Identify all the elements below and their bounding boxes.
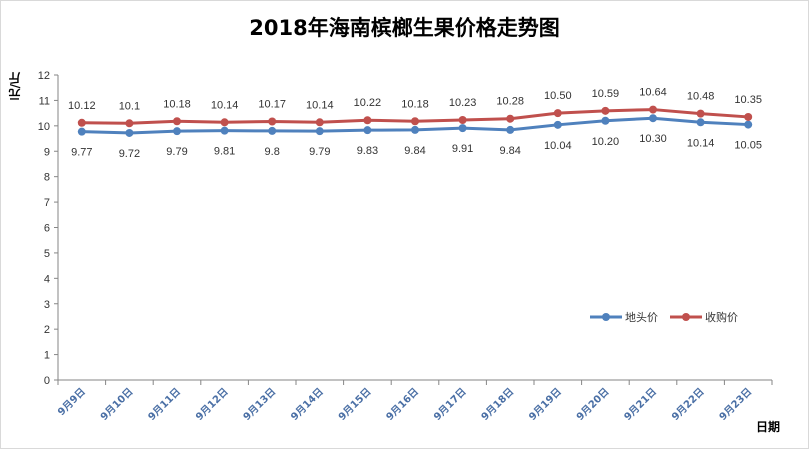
series-1-data-label: 10.12	[68, 100, 96, 112]
series-0-point	[173, 127, 181, 136]
series-0-data-label: 9.72	[119, 148, 140, 160]
chart-title: 2018年海南槟榔生果价格走势图	[249, 16, 560, 40]
y-tick-label: 6	[44, 223, 50, 235]
x-tick-label: 9月12日	[193, 386, 230, 423]
y-tick-label: 7	[44, 197, 50, 209]
x-tick-label: 9月18日	[479, 386, 516, 423]
x-tick-label: 9月15日	[336, 386, 373, 423]
series-0-point	[649, 114, 657, 123]
series-1-point	[125, 119, 134, 128]
y-tick-label: 0	[44, 375, 50, 387]
series-1-point	[268, 117, 277, 126]
series-0-data-label: 9.79	[166, 146, 187, 158]
series-0-point	[553, 120, 562, 129]
series-1-data-label: 10.1	[119, 100, 140, 112]
series-0-data-label: 9.84	[499, 145, 520, 157]
x-tick-label: 9月20日	[574, 386, 611, 423]
series-0-data-label: 9.81	[214, 146, 235, 158]
x-tick-label: 9月17日	[431, 386, 468, 423]
series-1-data-label: 10.48	[687, 91, 715, 103]
series-0-point	[458, 124, 467, 133]
series-0-data-label: 10.20	[592, 136, 620, 148]
y-tick-label: 8	[44, 172, 50, 184]
series-0-data-label: 10.30	[639, 133, 667, 145]
series-0-point	[77, 127, 86, 136]
series-1-point	[411, 117, 419, 126]
x-tick-label: 9月10日	[98, 386, 135, 423]
series-1-point	[315, 118, 324, 127]
series-1-data-label: 10.23	[449, 97, 477, 109]
x-tick-label: 9月22日	[669, 386, 706, 423]
series-0-data-label: 9.79	[309, 146, 330, 158]
series-0-point	[315, 127, 324, 136]
series-1-data-label: 10.18	[163, 98, 191, 110]
x-tick-label: 9月19日	[527, 386, 564, 423]
y-tick-label: 1	[44, 350, 50, 362]
y-tick-label: 11	[39, 95, 50, 107]
legend-label-1: 收购价	[705, 310, 738, 324]
y-tick-label: 9	[44, 146, 50, 158]
series-1-data-label: 10.35	[734, 94, 762, 106]
y-tick-label: 3	[44, 299, 50, 311]
series-0-data-label: 9.77	[71, 147, 92, 159]
y-tick-label: 4	[44, 273, 50, 285]
series-1-point	[553, 109, 562, 118]
series-1-data-label: 10.14	[211, 99, 239, 111]
series-1-data-label: 10.22	[354, 97, 382, 109]
y-tick-label: 12	[38, 70, 50, 82]
series-0-data-label: 10.04	[544, 140, 572, 152]
series-0-point	[601, 116, 610, 125]
series-0-data-label: 9.91	[452, 143, 473, 155]
y-tick-label: 5	[44, 248, 50, 260]
x-tick-label: 9月13日	[241, 386, 278, 423]
series-0-point	[506, 125, 515, 134]
series-0-point	[125, 128, 134, 137]
series-0-point	[411, 125, 419, 134]
series-1-data-label: 10.14	[306, 99, 334, 111]
series-0-data-label: 9.84	[404, 145, 425, 157]
series-0-data-label: 10.14	[687, 137, 715, 149]
series-0-point	[363, 126, 372, 135]
series-0-point	[220, 126, 229, 135]
series-1-data-label: 10.28	[496, 96, 524, 108]
series-1-point	[220, 118, 229, 127]
series-1-point	[458, 115, 467, 124]
x-tick-label: 9月16日	[384, 386, 421, 423]
x-tick-label: 9月23日	[717, 386, 754, 423]
series-1-data-label: 10.50	[544, 90, 572, 102]
series-1-point	[696, 109, 705, 118]
x-axis-label: 日期	[756, 420, 781, 434]
x-tick-label: 9月11日	[146, 386, 183, 423]
series-1-point	[173, 117, 181, 126]
series-0-point	[696, 118, 705, 127]
series-1-data-label: 10.64	[639, 87, 667, 99]
series-1-point	[363, 116, 372, 125]
x-tick-label: 9月14日	[289, 386, 326, 423]
legend-marker-0	[602, 313, 610, 321]
series-0-data-label: 10.05	[734, 140, 762, 152]
series-1-point	[77, 118, 86, 127]
series-0-point	[744, 120, 753, 129]
series-1-data-label: 10.59	[592, 88, 620, 100]
x-tick-label: 9月21日	[622, 386, 659, 423]
series-1-point	[744, 112, 753, 121]
series-0-point	[268, 126, 277, 135]
series-1-point	[601, 106, 610, 115]
series-1-point	[506, 114, 515, 123]
series-1-point	[649, 105, 657, 114]
series-1-data-label: 10.18	[401, 98, 429, 110]
series-0-data-label: 9.8	[265, 146, 280, 158]
x-tick-label: 9月9日	[55, 386, 87, 418]
series-0-data-label: 9.83	[357, 145, 378, 157]
legend-label-0: 地头价	[625, 311, 658, 324]
legend-marker-1	[682, 313, 690, 321]
y-tick-label: 10	[38, 121, 50, 133]
series-1-data-label: 10.17	[258, 99, 286, 111]
y-tick-label: 2	[44, 324, 50, 336]
